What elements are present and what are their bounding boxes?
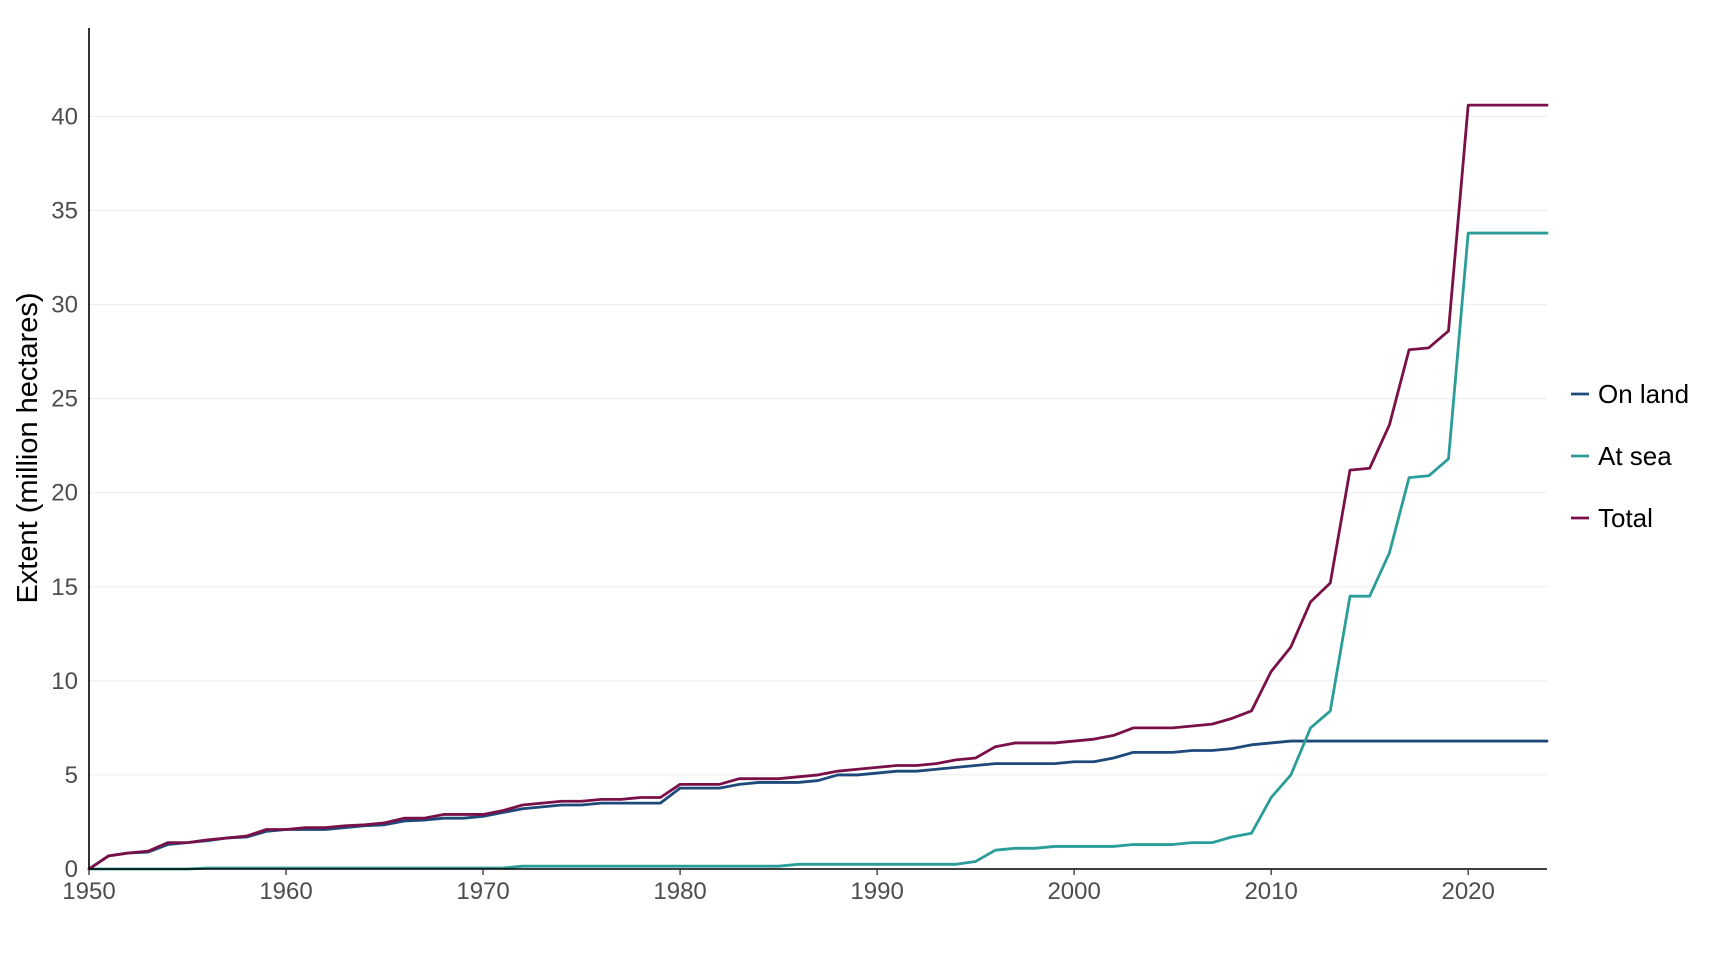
y-tick-label: 30 [51,292,78,319]
x-tick-label: 1990 [850,878,903,905]
x-tick-label: 2020 [1441,878,1494,905]
series-lines [87,103,1549,871]
x-tick-labels: 1950 1960 1970 1980 1990 2000 2010 2020 [62,869,1495,905]
x-tick-label: 2000 [1047,878,1100,905]
y-tick-label: 40 [51,103,78,130]
y-tick-labels: 0 5 10 15 20 25 30 35 40 [51,103,78,883]
x-tick-label: 1980 [653,878,706,905]
y-tick-label: 35 [51,197,78,224]
y-tick-label: 20 [51,480,78,507]
y-tick-label: 5 [65,762,78,789]
y-tick-label: 0 [65,856,78,883]
x-tick-label: 1950 [62,878,115,905]
y-tick-label: 15 [51,574,78,601]
grid-lines [89,115,1547,776]
series-line-on-land [87,739,1549,871]
y-axis-title: Extent (million hectares) [12,292,44,603]
x-tick-label: 1960 [259,878,312,905]
y-tick-label: 10 [51,668,78,695]
x-tick-label: 2010 [1244,878,1297,905]
legend-label-total: Total [1598,503,1653,533]
legend-label-on-land: On land [1598,379,1689,409]
axes [88,28,1547,870]
x-tick-label: 1970 [456,878,509,905]
y-tick-label: 25 [51,386,78,413]
legend-label-at-sea: At sea [1598,441,1672,471]
series-line-total [87,103,1549,871]
series-line-at-sea [87,231,1549,871]
legend: On land At sea Total [1571,379,1689,533]
